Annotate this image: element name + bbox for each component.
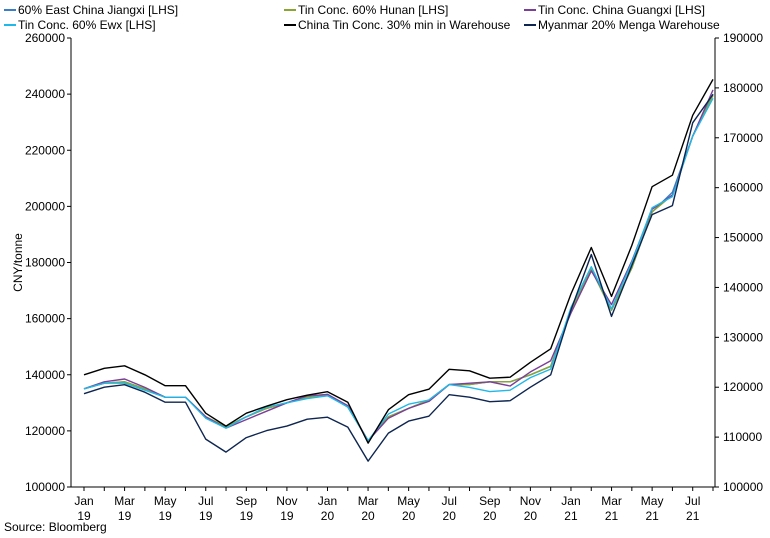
- right-tick-label: 130000: [723, 330, 763, 344]
- left-tick-label: 220000: [25, 143, 65, 157]
- x-tick-label-month: Sep: [236, 494, 258, 508]
- right-tick-label: 190000: [723, 31, 763, 45]
- x-tick-label-year: 20: [524, 509, 538, 523]
- x-tick-label-year: 21: [645, 509, 659, 523]
- x-tick-label-month: May: [641, 494, 664, 508]
- legend-item-6: Myanmar 20% Menga Warehouse: [524, 18, 720, 32]
- x-tick-label-month: Jan: [318, 494, 337, 508]
- left-tick-label: 200000: [25, 199, 65, 213]
- x-tick-label-year: 19: [280, 509, 294, 523]
- x-tick-label-year: 19: [158, 509, 172, 523]
- left-tick-label: 180000: [25, 256, 65, 270]
- legend-item-4: Tin Conc. 60% Ewx [LHS]: [4, 18, 156, 32]
- x-tick-label-year: 19: [77, 509, 91, 523]
- left-tick-label: 120000: [25, 424, 65, 438]
- x-tick-label-year: 19: [199, 509, 213, 523]
- x-tick-label-year: 19: [118, 509, 132, 523]
- x-tick-label-month: Jan: [561, 494, 580, 508]
- left-tick-label: 260000: [25, 31, 65, 45]
- x-tick-label-year: 20: [483, 509, 497, 523]
- legend-label: Tin Conc. 60% Hunan [LHS]: [298, 3, 449, 17]
- left-tick-label: 100000: [25, 480, 65, 494]
- series-line-6: [83, 93, 714, 462]
- x-tick-label-month: Mar: [114, 494, 135, 508]
- right-tick-label: 120000: [723, 380, 763, 394]
- x-tick-label-year: 20: [402, 509, 416, 523]
- x-tick-label-year: 21: [605, 509, 619, 523]
- x-tick-label-month: Nov: [276, 494, 297, 508]
- y-axis-label: CNY/tonne: [11, 233, 25, 292]
- legend-item-3: Tin Conc. China Guangxi [LHS]: [524, 3, 705, 17]
- x-tick-label-month: Jul: [442, 494, 457, 508]
- series-line-1: [83, 93, 714, 442]
- legend-item-5: China Tin Conc. 30% min in Warehouse: [284, 18, 510, 32]
- legend-label: Myanmar 20% Menga Warehouse: [538, 18, 720, 32]
- x-tick-label-month: May: [154, 494, 177, 508]
- series-line-3: [83, 89, 714, 442]
- x-tick-label-year: 21: [564, 509, 578, 523]
- legend-swatch: [524, 9, 536, 11]
- x-tick-label-year: 20: [321, 509, 335, 523]
- legend-label: China Tin Conc. 30% min in Warehouse: [298, 18, 511, 32]
- x-tick-label-month: Nov: [520, 494, 541, 508]
- x-tick-label-month: Sep: [479, 494, 501, 508]
- x-tick-label-year: 21: [686, 509, 700, 523]
- series-line-5: [83, 79, 714, 444]
- legend-label: 60% East China Jiangxi [LHS]: [18, 3, 179, 17]
- series-line-2: [83, 95, 714, 442]
- legend-swatch: [4, 9, 16, 11]
- legend-item-2: Tin Conc. 60% Hunan [LHS]: [284, 3, 448, 17]
- right-tick-label: 140000: [723, 280, 763, 294]
- legend-swatch: [284, 9, 296, 11]
- legend-swatch: [524, 24, 536, 26]
- left-tick-label: 240000: [25, 87, 65, 101]
- legend-label: Tin Conc. 60% Ewx [LHS]: [18, 18, 156, 32]
- x-tick-label-month: Jul: [685, 494, 700, 508]
- legend-label: Tin Conc. China Guangxi [LHS]: [538, 3, 705, 17]
- right-tick-label: 180000: [723, 81, 763, 95]
- right-tick-label: 150000: [723, 231, 763, 245]
- x-tick-label-month: May: [397, 494, 420, 508]
- legend-swatch: [4, 24, 16, 26]
- right-tick-label: 110000: [723, 430, 762, 444]
- source-note: Source: Bloomberg: [4, 520, 107, 534]
- right-tick-label: 100000: [723, 480, 763, 494]
- x-tick-label-year: 20: [443, 509, 457, 523]
- right-tick-label: 160000: [723, 181, 763, 195]
- x-tick-label-month: Mar: [358, 494, 379, 508]
- x-tick-label-month: Mar: [601, 494, 622, 508]
- legend-item-1: 60% East China Jiangxi [LHS]: [4, 3, 178, 17]
- x-tick-label-month: Jan: [74, 494, 93, 508]
- x-tick-label-year: 19: [240, 509, 254, 523]
- right-tick-label: 170000: [723, 131, 763, 145]
- left-tick-label: 160000: [25, 312, 65, 326]
- legend-swatch: [284, 24, 296, 26]
- x-tick-label-year: 20: [361, 509, 375, 523]
- left-tick-label: 140000: [25, 368, 65, 382]
- series-line-4: [83, 97, 714, 442]
- x-tick-label-month: Jul: [198, 494, 213, 508]
